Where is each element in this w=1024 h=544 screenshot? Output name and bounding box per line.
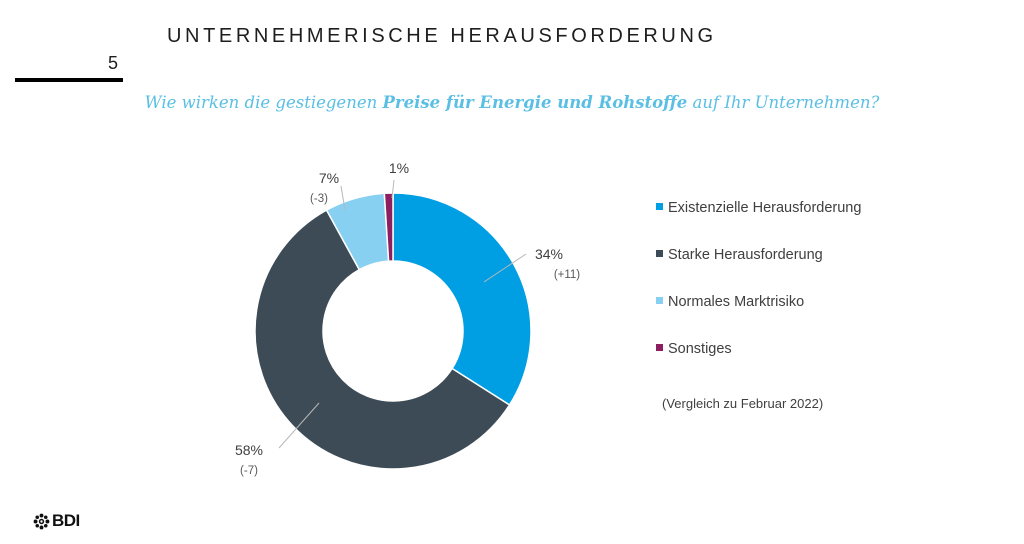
title-rule bbox=[15, 78, 123, 82]
bdi-logo: BDI bbox=[33, 511, 80, 531]
data-label-existenziell: 34% bbox=[535, 246, 563, 262]
legend-item-sonstiges: Sonstiges bbox=[656, 341, 732, 357]
legend-swatch-sonstiges bbox=[656, 344, 663, 351]
legend-item-stark: Starke Herausforderung bbox=[656, 247, 823, 263]
legend-label-existenziell: Existenzielle Herausforderung bbox=[668, 200, 862, 216]
page-title: UNTERNEHMERISCHE HERAUSFORDERUNG bbox=[167, 25, 717, 47]
legend-label-normal: Normales Marktrisiko bbox=[668, 294, 805, 310]
data-label-normal: 7% bbox=[319, 170, 339, 186]
bdi-logo-text: BDI bbox=[52, 511, 80, 530]
change-label-existenziell: (+11) bbox=[554, 269, 580, 281]
legend-label-sonstiges: Sonstiges bbox=[668, 341, 732, 357]
legend-swatch-normal bbox=[656, 297, 663, 304]
leader-line-stark bbox=[278, 402, 320, 449]
question-text-before: Wie wirken die gestiegenen bbox=[144, 93, 383, 112]
leader-line-normal bbox=[340, 185, 346, 211]
legend-item-existenziell: Existenzielle Herausforderung bbox=[656, 200, 861, 216]
data-label-stark: 58% bbox=[235, 442, 263, 458]
leader-line-sonstiges bbox=[391, 179, 395, 199]
question-text-after: auf Ihr Unternehmen? bbox=[687, 93, 880, 112]
change-label-stark: (-7) bbox=[240, 465, 258, 477]
donut-slice-sonstiges bbox=[383, 192, 394, 262]
bdi-logo-mark-icon bbox=[33, 513, 50, 529]
survey-question: Wie wirken die gestiegenen Preise für En… bbox=[0, 93, 1024, 112]
comparison-note: (Vergleich zu Februar 2022) bbox=[662, 396, 824, 411]
change-label-normal: (-3) bbox=[310, 193, 328, 205]
legend-label-stark: Starke Herausforderung bbox=[668, 247, 823, 263]
donut-slice-stark bbox=[254, 209, 511, 470]
page-number: 5 bbox=[108, 53, 119, 73]
legend-swatch-existenziell bbox=[656, 203, 663, 210]
data-label-sonstiges: 1% bbox=[389, 160, 409, 176]
legend-swatch-stark bbox=[656, 250, 663, 257]
legend-item-normal: Normales Marktrisiko bbox=[656, 294, 804, 310]
question-highlight: Preise für Energie und Rohstoffe bbox=[382, 93, 688, 112]
leader-line-existenziell bbox=[483, 253, 527, 283]
donut-slice-existenziell bbox=[392, 192, 532, 406]
